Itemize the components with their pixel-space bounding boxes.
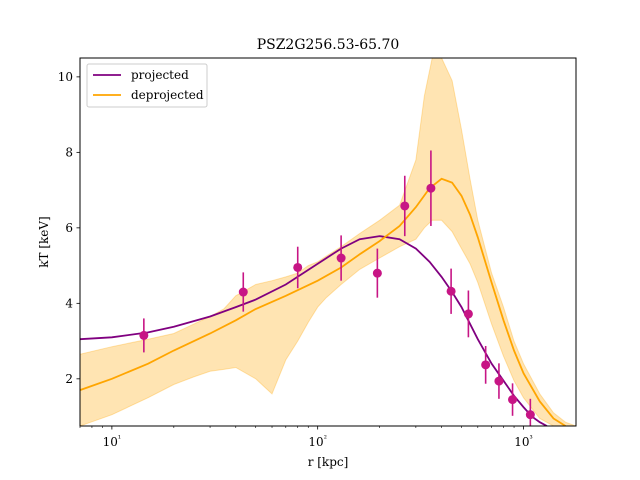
series-line-deprojected	[80, 177, 566, 426]
x-axis-label: r [kpc]	[308, 455, 349, 469]
data-point	[494, 376, 504, 386]
x-tick-label-exponent: ²	[324, 434, 327, 443]
point-layer	[139, 150, 535, 426]
x-tick-label-exponent: ³	[529, 434, 532, 443]
y-tick-label: 2	[65, 372, 73, 386]
data-point	[139, 330, 149, 340]
legend-label-deprojected: deprojected	[131, 88, 204, 102]
axis-layer: 10¹ 10² 10³ 2 4 6 8 10	[58, 70, 533, 449]
data-point	[293, 262, 303, 272]
data-point	[481, 360, 491, 370]
band-layer	[80, 58, 576, 426]
data-point	[525, 410, 535, 420]
y-tick-label: 6	[65, 221, 73, 235]
x-tick-label: 10²	[308, 434, 327, 449]
confidence-band	[80, 58, 576, 426]
plot-frame	[79, 57, 577, 427]
data-point	[336, 253, 346, 263]
data-point	[426, 183, 436, 193]
data-point	[446, 286, 456, 296]
x-tick-label: 10¹	[103, 434, 122, 449]
legend: projected deprojected	[86, 63, 208, 108]
x-tick-label: 10³	[514, 434, 533, 449]
x-tick-label-exponent: ¹	[118, 434, 121, 443]
y-tick-label: 8	[65, 145, 73, 159]
legend-label-projected: projected	[131, 68, 189, 82]
data-point	[238, 287, 248, 297]
y-tick-label: 4	[65, 296, 73, 310]
y-axis-label: kT [keV]	[37, 216, 51, 268]
data-point	[508, 395, 518, 405]
data-point	[463, 309, 473, 319]
data-point	[372, 268, 382, 278]
y-tick-label: 10	[58, 70, 73, 84]
chart-title: PSZ2G256.53-65.70	[257, 37, 400, 53]
data-point	[400, 201, 410, 211]
